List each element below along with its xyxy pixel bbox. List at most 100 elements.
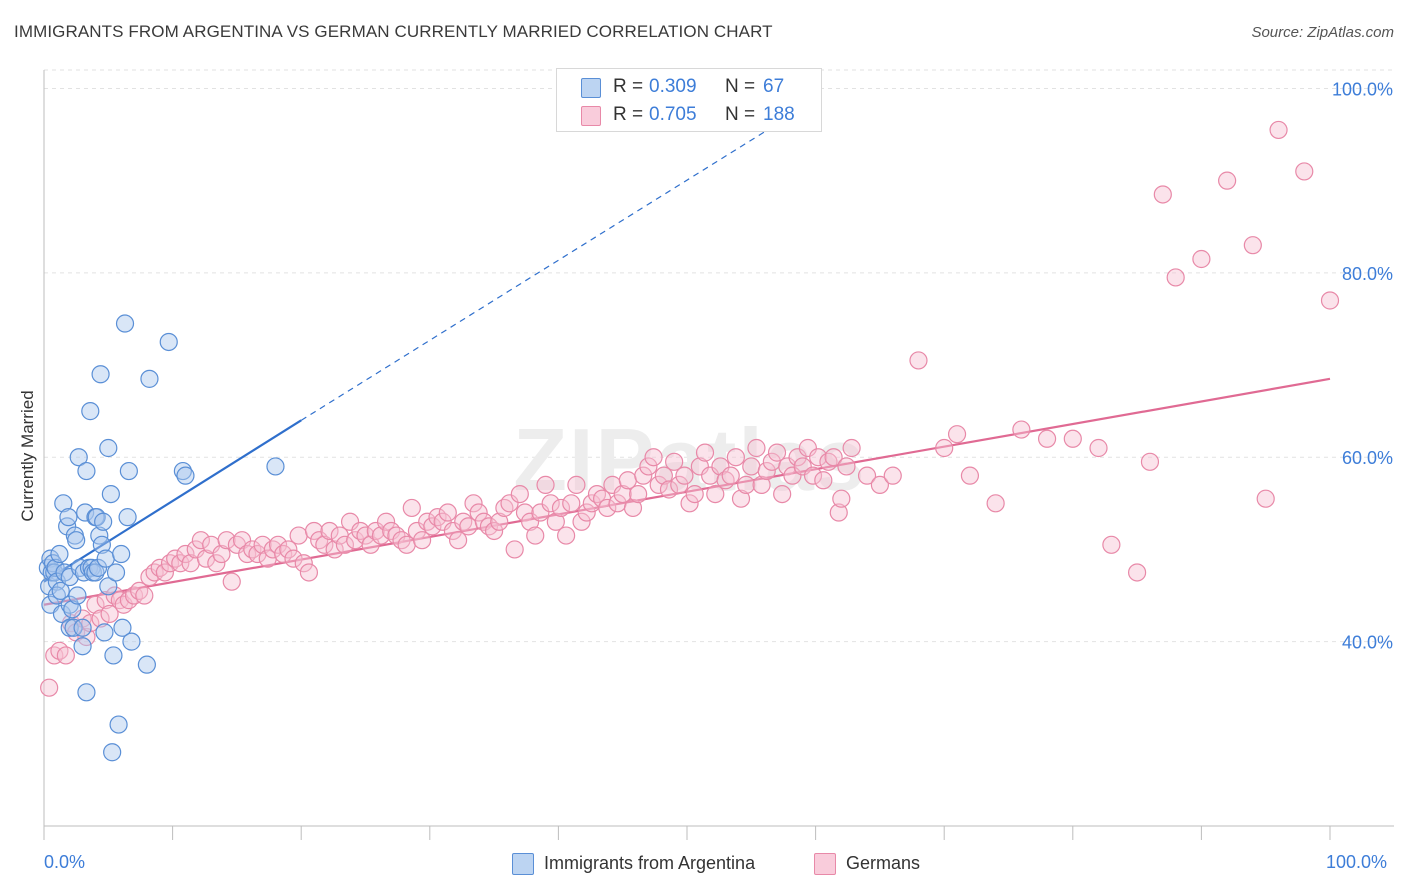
legend-n-label: N =	[725, 104, 756, 125]
point-germans	[335, 535, 355, 554]
point-germans	[798, 438, 817, 458]
point-germans	[598, 498, 617, 518]
point-germans	[448, 531, 468, 550]
point-argentina	[54, 494, 73, 513]
point-germans	[649, 475, 668, 494]
point-germans	[562, 494, 581, 513]
bottom-legend-swatch-pink	[814, 853, 836, 875]
point-germans	[935, 438, 954, 458]
bottom-legend-label: Germans	[846, 853, 921, 873]
point-argentina	[101, 484, 120, 504]
point-germans	[870, 475, 890, 494]
point-germans	[711, 457, 730, 476]
point-argentina	[52, 604, 72, 624]
trend-line-argentina	[43, 419, 302, 583]
point-germans	[505, 540, 524, 559]
point-germans	[1166, 268, 1185, 287]
point-germans	[757, 461, 776, 481]
point-germans	[731, 489, 751, 508]
point-germans	[438, 503, 457, 522]
point-argentina	[95, 623, 114, 642]
point-argentina	[60, 567, 79, 587]
point-germans	[536, 475, 555, 494]
point-argentina	[104, 646, 123, 665]
point-germans	[135, 586, 154, 605]
point-argentina	[119, 461, 138, 481]
point-argentina	[77, 683, 96, 702]
point-germans	[909, 351, 928, 370]
point-argentina	[113, 618, 132, 637]
point-germans	[433, 512, 452, 531]
point-germans	[469, 503, 488, 522]
point-germans	[253, 535, 272, 554]
point-germans	[1127, 563, 1147, 582]
point-germans	[100, 604, 119, 624]
point-germans	[577, 503, 596, 522]
point-germans	[629, 484, 648, 504]
point-germans	[191, 531, 210, 550]
point-germans	[767, 443, 787, 462]
point-argentina	[159, 332, 178, 352]
point-germans	[423, 517, 442, 536]
point-argentina	[58, 517, 77, 536]
point-germans	[665, 452, 684, 471]
point-germans	[232, 531, 252, 550]
trend-lines	[43, 115, 1331, 606]
point-germans	[654, 466, 673, 485]
y-tick-label: 40.0%	[1342, 633, 1393, 653]
point-argentina	[99, 438, 118, 458]
point-germans	[824, 448, 843, 467]
point-germans	[690, 457, 709, 476]
point-germans	[634, 466, 653, 485]
point-germans	[737, 475, 756, 494]
point-germans	[783, 466, 802, 485]
point-germans	[299, 563, 319, 582]
point-germans	[289, 526, 308, 545]
point-germans	[788, 448, 807, 467]
point-germans	[639, 457, 658, 476]
point-argentina	[67, 531, 86, 550]
point-argentina	[91, 365, 110, 384]
point-germans	[1012, 420, 1031, 439]
point-germans	[613, 484, 632, 504]
point-germans	[510, 484, 529, 504]
point-germans	[814, 471, 833, 490]
point-argentina	[63, 600, 82, 619]
point-argentina	[118, 508, 137, 527]
legend-n-value: 67	[763, 76, 785, 97]
y-axis-label: Currently Married	[18, 390, 37, 522]
point-germans	[809, 448, 828, 467]
point-germans	[402, 498, 421, 518]
stats-legend: R = 0.309 N = 67 R = 0.705 N = 188	[556, 68, 822, 132]
point-argentina	[69, 448, 88, 467]
point-germans	[1218, 171, 1237, 190]
legend-r-value: 0.309	[649, 76, 697, 97]
point-argentina	[140, 369, 159, 388]
point-germans	[747, 438, 766, 458]
legend-r-value: 0.705	[649, 104, 697, 125]
point-germans	[721, 466, 740, 485]
point-germans	[685, 484, 704, 504]
legend-swatch-pink	[581, 106, 601, 126]
point-germans	[515, 503, 535, 522]
point-argentina	[92, 535, 111, 554]
point-germans	[803, 466, 823, 485]
point-germans	[1320, 291, 1340, 310]
point-germans	[86, 595, 105, 614]
series-argentina-points	[38, 314, 285, 762]
point-argentina	[122, 632, 141, 651]
point-germans	[56, 646, 75, 665]
point-argentina	[76, 503, 95, 522]
point-germans	[485, 521, 504, 541]
point-germans	[659, 480, 679, 499]
trend-line-argentina-extrapolated	[300, 115, 791, 421]
point-germans	[284, 549, 303, 568]
point-germans	[77, 627, 96, 647]
point-germans	[325, 540, 344, 559]
point-argentina	[88, 558, 108, 577]
point-germans	[361, 535, 380, 554]
point-germans	[572, 512, 591, 531]
point-germans	[752, 475, 771, 494]
point-germans	[521, 512, 540, 531]
